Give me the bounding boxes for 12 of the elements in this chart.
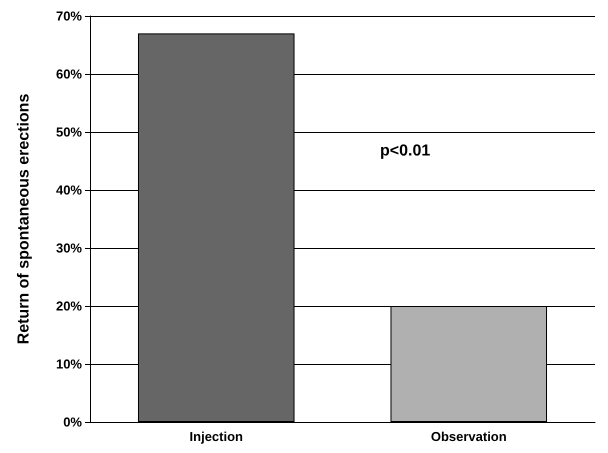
annotation: p<0.01 xyxy=(380,142,430,160)
y-tick-label: 70% xyxy=(56,8,82,24)
y-tick-label: 30% xyxy=(56,240,82,256)
y-tick-label: 20% xyxy=(56,298,82,314)
y-tick-label: 40% xyxy=(56,182,82,198)
y-tick-label: 50% xyxy=(56,124,82,140)
x-tick-label: Observation xyxy=(430,429,507,444)
y-axis-title: Return of spontaneous erections xyxy=(16,94,32,344)
y-tick-label: 10% xyxy=(56,356,82,372)
y-tick-label: 60% xyxy=(56,66,82,82)
x-tick-label: Injection xyxy=(190,429,244,444)
y-tick-label: 0% xyxy=(63,414,82,430)
